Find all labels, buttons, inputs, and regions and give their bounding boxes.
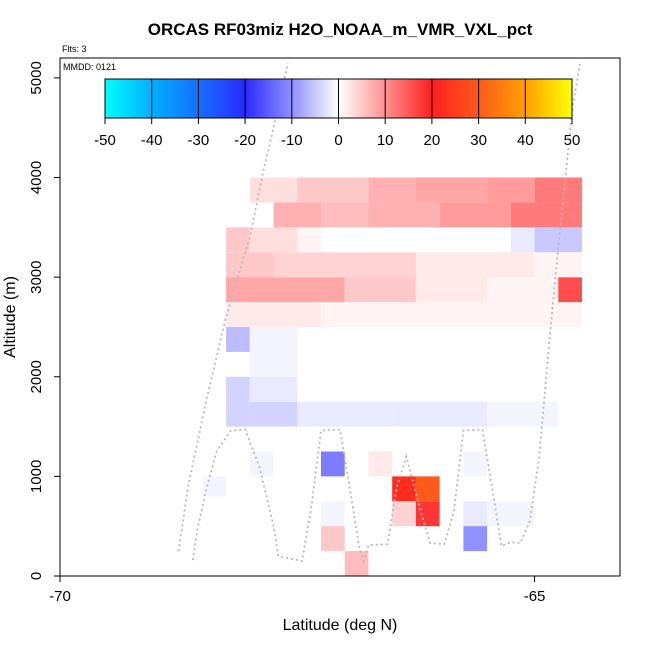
heatmap-cell: [487, 277, 559, 303]
heatmap-cell: [487, 177, 535, 203]
heatmap-cell: [273, 202, 322, 228]
heatmap-cell: [321, 202, 369, 228]
heatmap-cell: [226, 227, 250, 253]
heatmap-cell: [415, 177, 488, 203]
colorbar-tick-label: 20: [424, 132, 441, 149]
heatmap-cell: [344, 551, 369, 576]
y-tick-label: 1000: [28, 460, 45, 493]
y-tick-label: 3000: [28, 261, 45, 294]
heatmap-cell: [368, 177, 416, 203]
heatmap-cell: [226, 302, 321, 327]
heatmap-cell: [297, 401, 393, 427]
chart-title: ORCAS RF03miz H2O_NOAA_m_VMR_VXL_pct: [148, 20, 533, 39]
colorbar-tick-label: 30: [470, 132, 487, 149]
y-axis: 0 1000 2000 3000 4000 5000: [28, 61, 60, 580]
heatmap-cell: [487, 401, 559, 427]
heatmap-cell: [273, 252, 416, 278]
x-tick-label: -70: [49, 588, 71, 605]
heatmap-cell: [415, 501, 440, 527]
colorbar-tick-label: 10: [377, 132, 394, 149]
heatmap-cell: [510, 227, 535, 253]
heatmap-cell: [392, 476, 416, 502]
colorbar-tick-label: -40: [141, 132, 163, 149]
colorbar-ticks: -50 -40 -30 -20 -10 0 10 20 30 40 50: [94, 79, 580, 149]
heatmap-cell: [463, 501, 488, 527]
heatmap-cell: [297, 177, 369, 203]
heatmap-cell: [249, 376, 298, 402]
x-axis: -70 -65: [49, 576, 545, 605]
colorbar-tick-label: 0: [334, 132, 342, 149]
heatmap-cell: [439, 202, 511, 228]
heatmap-cell: [321, 501, 345, 527]
heatmap-cell: [558, 277, 582, 303]
heatmap-cell: [226, 252, 274, 278]
heatmap-cell: [249, 177, 298, 203]
heatmap-cell: [534, 177, 583, 203]
heatmap-cell: [321, 302, 582, 327]
flight-track-line-ascent: [177, 62, 289, 552]
heatmap-cell: [226, 277, 345, 303]
colorbar-tick-label: -10: [281, 132, 303, 149]
y-tick-label: 2000: [28, 360, 45, 393]
plot-frame: [59, 57, 621, 577]
colorbar-tick-label: -50: [94, 132, 116, 149]
heatmap-cell: [392, 401, 488, 427]
heatmap-cell: [249, 227, 298, 253]
heatmap-cell: [415, 476, 440, 502]
heatmap-cell: [249, 327, 298, 377]
y-tick-label: 4000: [28, 161, 45, 194]
heatmap-cell: [392, 501, 416, 527]
heatmap-cell: [297, 227, 321, 253]
flight-track-line: [192, 62, 581, 565]
heatmap-cell: [202, 476, 227, 497]
heatmap-cell: [415, 277, 488, 303]
colorbar-tick-label: 50: [564, 132, 581, 149]
y-tick-label: 5000: [28, 61, 45, 94]
y-tick-label: 0: [28, 572, 45, 580]
colorbar: -50 -40 -30 -20 -10 0 10 20 30 40 50: [94, 78, 580, 149]
heatmap-cell: [321, 451, 345, 477]
colorbar-tick-label: -30: [188, 132, 210, 149]
x-tick-label: -65: [524, 588, 546, 605]
y-axis-label: Altitude (m): [2, 276, 19, 358]
heatmap-cell: [368, 202, 440, 228]
flights-note: Flts: 3: [62, 44, 87, 54]
heatmap-cell: [321, 526, 345, 552]
heatmap-cells: [202, 177, 583, 576]
heatmap-cell: [534, 252, 583, 278]
heatmap-cell: [344, 277, 416, 303]
heatmap-cell: [510, 202, 582, 228]
heatmap-cell: [368, 451, 393, 477]
colorbar-tick-label: 40: [517, 132, 534, 149]
heatmap-cell: [249, 401, 298, 427]
x-axis-label: Latitude (deg N): [283, 617, 398, 634]
flight-track: [177, 62, 581, 565]
heatmap-cell: [226, 376, 250, 427]
date-note: MMDD: 0121: [63, 62, 116, 72]
colorbar-tick-label: -20: [234, 132, 256, 149]
heatmap-cell: [226, 327, 250, 352]
plot-area: [177, 62, 583, 576]
heatmap-cell: [463, 451, 488, 477]
heatmap-cell: [463, 526, 488, 552]
heatmap-cell: [415, 252, 535, 278]
